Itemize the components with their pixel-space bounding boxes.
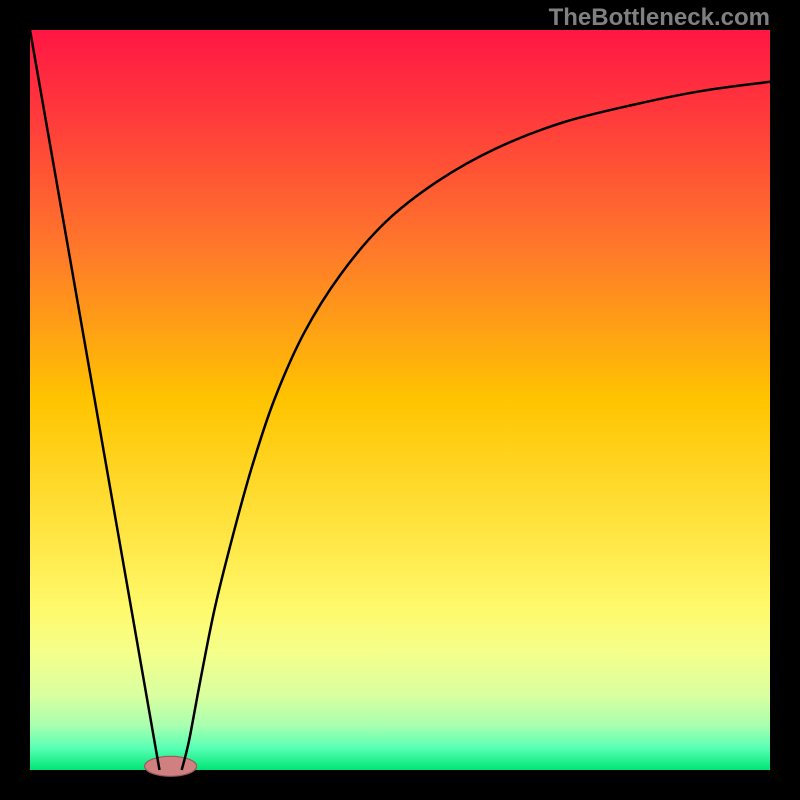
left-line — [30, 30, 160, 770]
right-curve — [182, 82, 770, 770]
bottleneck-marker — [145, 756, 197, 776]
curve-layer — [0, 0, 800, 800]
watermark-text: TheBottleneck.com — [549, 4, 770, 32]
figure-container: TheBottleneck.com — [0, 0, 800, 800]
